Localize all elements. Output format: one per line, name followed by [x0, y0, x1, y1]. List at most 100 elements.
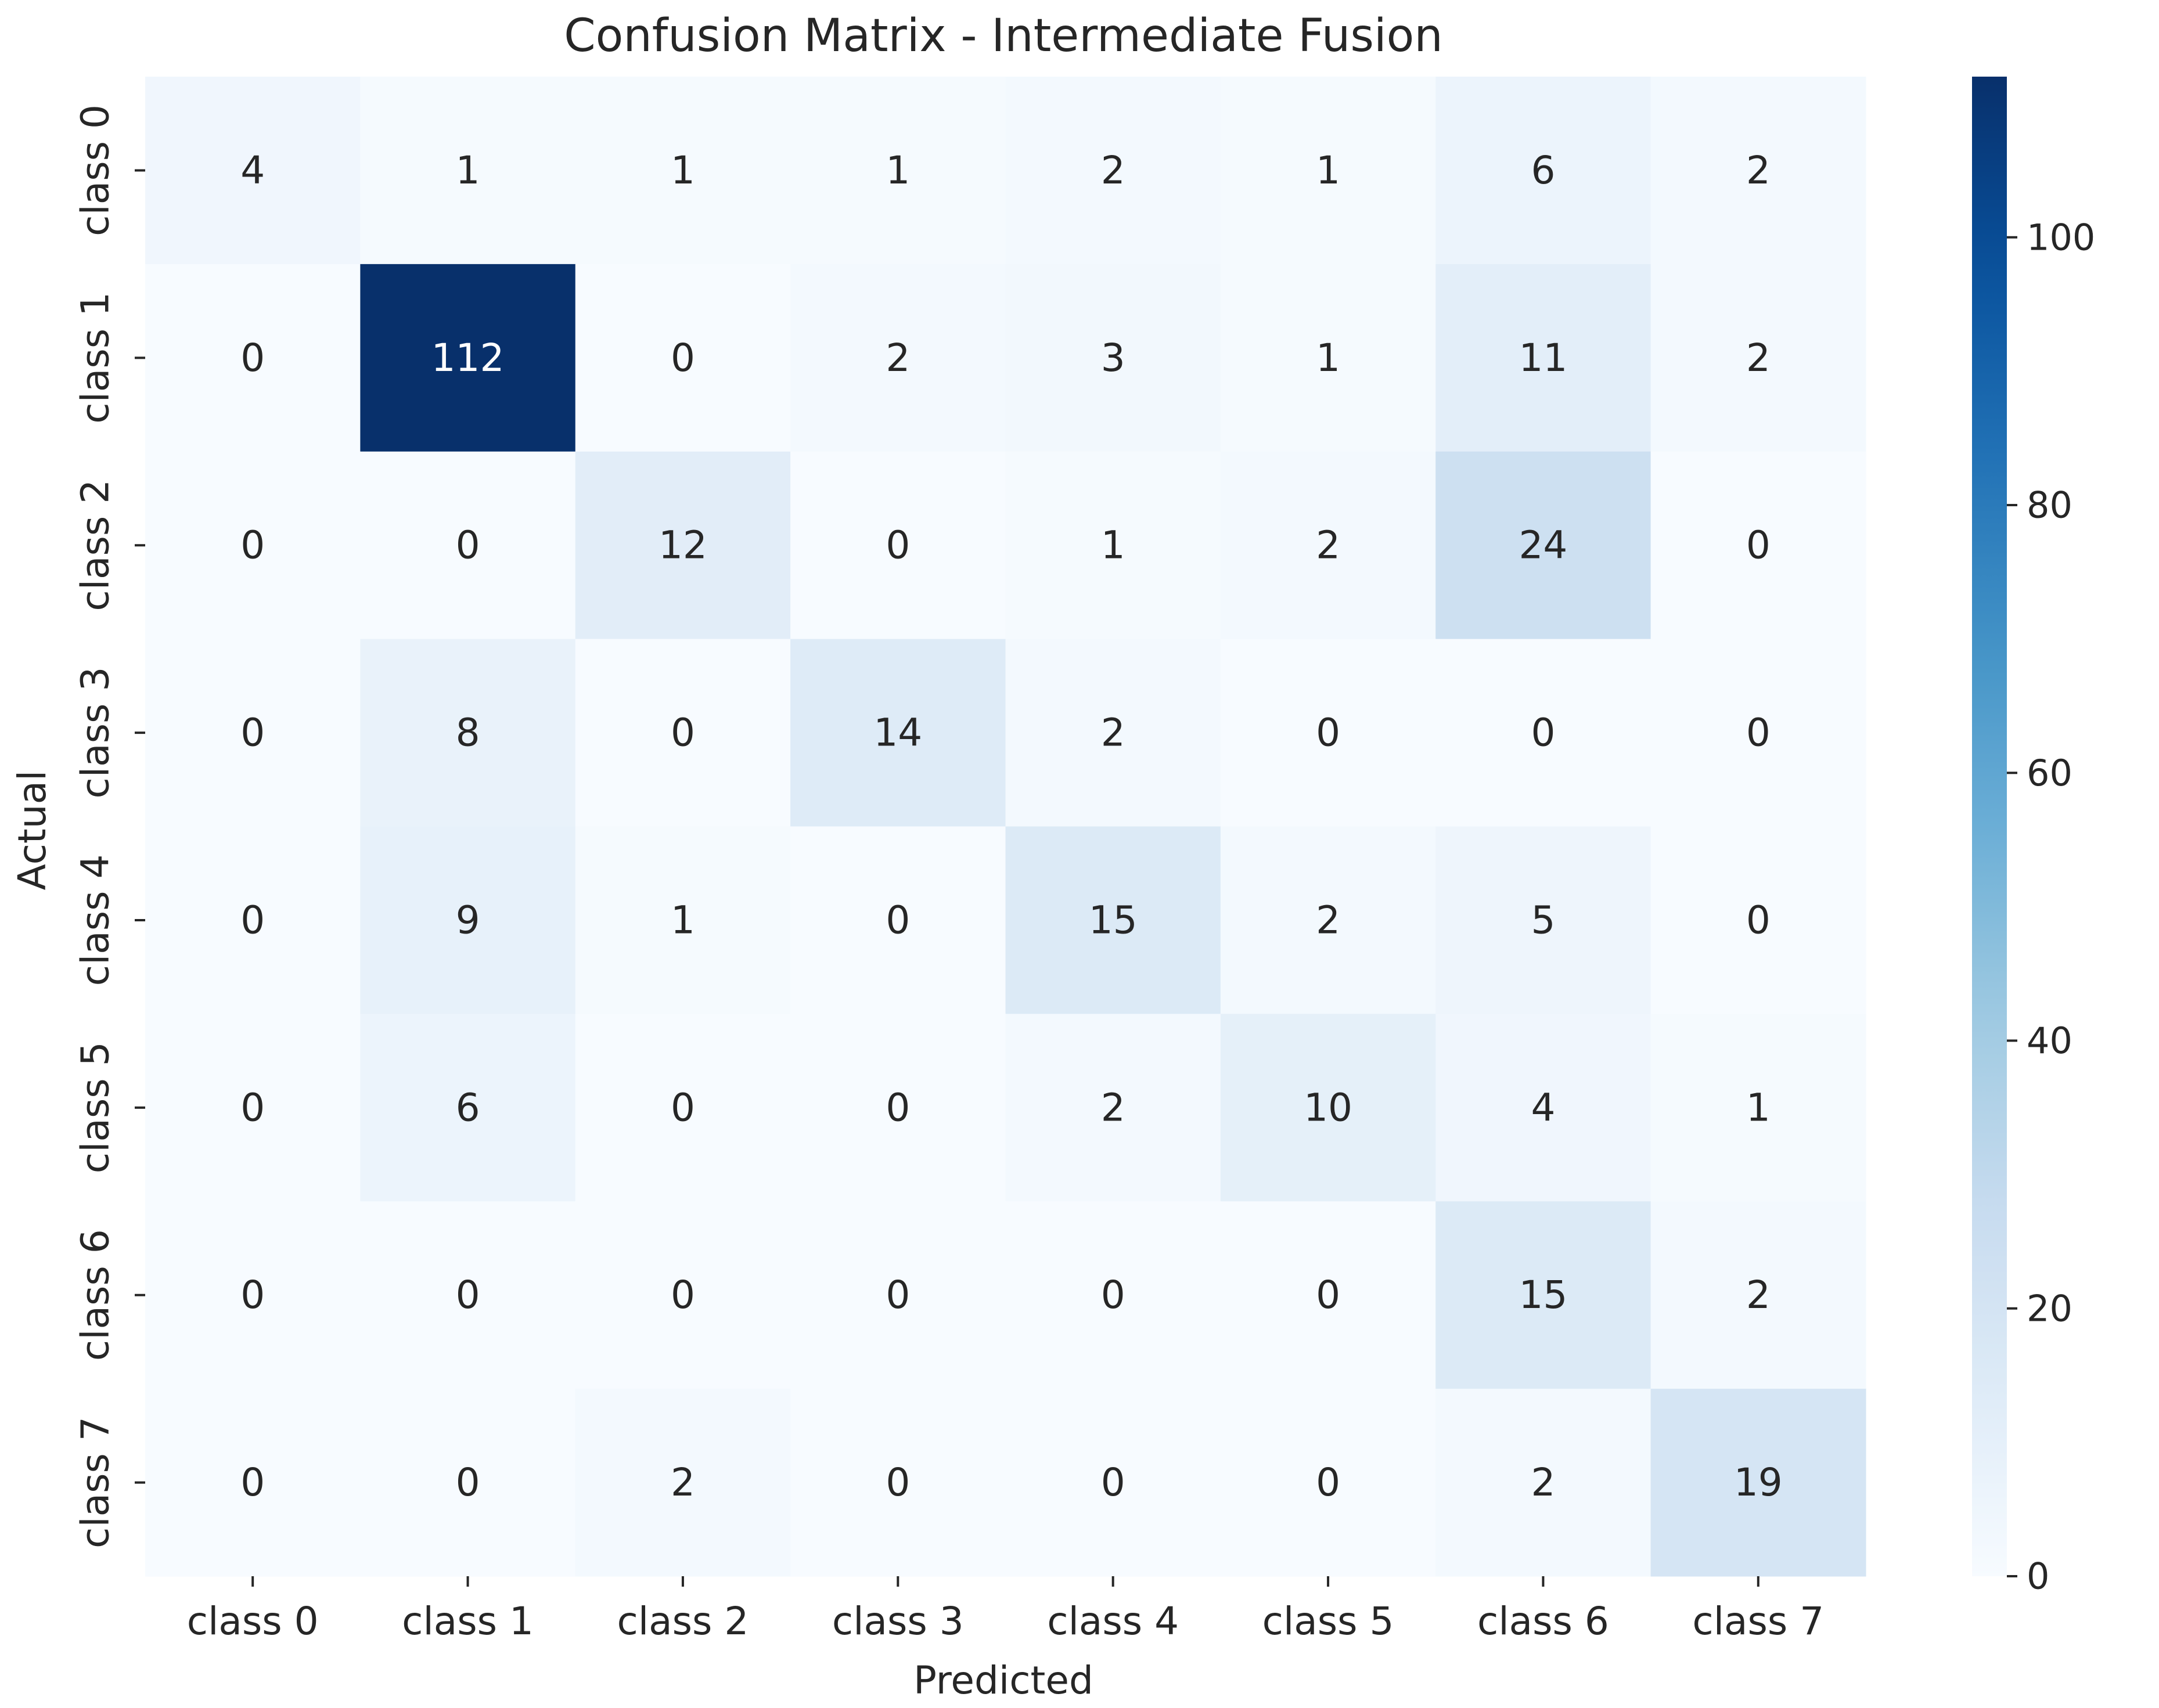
cell-value-label: 0	[456, 1460, 480, 1505]
heatmap-cell	[1650, 77, 1866, 265]
heatmap-cell	[360, 639, 576, 827]
cell-value-label: 0	[240, 1085, 265, 1130]
cell-value-label: 4	[1531, 1085, 1555, 1130]
cell-value-label: 0	[1316, 1273, 1340, 1317]
x-tick-label: class 0	[187, 1599, 319, 1644]
cell-value-label: 0	[886, 1273, 910, 1317]
cell-value-label: 0	[240, 898, 265, 942]
heatmap-cell	[1435, 1201, 1651, 1389]
heatmap-cell	[1435, 1389, 1651, 1577]
cell-value-label: 6	[456, 1085, 480, 1130]
cell-value-label: 24	[1519, 523, 1567, 568]
heatmap-cell	[790, 639, 1006, 827]
cell-value-label: 1	[1316, 336, 1340, 380]
heatmap-cell	[575, 1014, 791, 1202]
heatmap-cell	[790, 1201, 1006, 1389]
y-tick-label: class 7	[73, 1417, 118, 1548]
cell-value-label: 0	[1316, 711, 1340, 755]
colorbar-ticks: 0 20 40 60 80 100	[2007, 216, 2095, 1598]
heatmap-cell	[1220, 1201, 1436, 1389]
y-tick-label: class 1	[73, 292, 118, 424]
heatmap-cell	[1220, 77, 1436, 265]
cell-value-label: 1	[456, 148, 480, 193]
heatmap-cell	[360, 1201, 576, 1389]
cell-value-label: 15	[1519, 1273, 1567, 1317]
heatmap-cell	[360, 264, 576, 452]
cell-value-label: 0	[1531, 711, 1555, 755]
cell-value-label: 19	[1734, 1460, 1783, 1505]
heatmap-cell	[1005, 1014, 1221, 1202]
cell-value-label: 0	[886, 523, 910, 568]
heatmap-cell	[790, 1389, 1006, 1577]
cell-value-label: 3	[1101, 336, 1125, 380]
cell-value-label: 14	[873, 711, 922, 755]
cell-value-label: 2	[1316, 523, 1340, 568]
heatmap-cell	[575, 1201, 791, 1389]
cell-value-label: 0	[1101, 1460, 1125, 1505]
x-tick-label: class 4	[1047, 1599, 1179, 1644]
heatmap-cell	[575, 451, 791, 640]
chart-title: Confusion Matrix - Intermediate Fusion	[564, 10, 1443, 62]
heatmap-cell	[1435, 77, 1651, 265]
y-tick-label: class 5	[73, 1042, 118, 1173]
cell-value-label: 0	[1746, 898, 1771, 942]
cell-value-label: 0	[456, 1273, 480, 1317]
cell-value-label: 0	[886, 1085, 910, 1130]
cell-value-label: 1	[1101, 523, 1125, 568]
cell-value-label: 2	[671, 1460, 695, 1505]
heatmap-cell	[360, 1014, 576, 1202]
heatmap-cell	[575, 77, 791, 265]
cell-value-label: 0	[671, 1085, 695, 1130]
cell-value-label: 1	[1316, 148, 1340, 193]
y-axis-label: Actual	[10, 770, 55, 891]
cell-value-label: 0	[240, 1460, 265, 1505]
heatmap-cell	[1220, 639, 1436, 827]
heatmap-cell	[1005, 826, 1221, 1014]
heatmap-cell	[1220, 826, 1436, 1014]
cell-value-label: 0	[886, 898, 910, 942]
cell-value-label: 2	[886, 336, 910, 380]
cell-value-label: 2	[1101, 148, 1125, 193]
cell-value-label: 1	[1746, 1085, 1771, 1130]
heatmap-cell	[1005, 77, 1221, 265]
x-tick-label: class 2	[617, 1599, 749, 1644]
x-tick-label: class 7	[1692, 1599, 1824, 1644]
heatmap-cell	[575, 826, 791, 1014]
heatmap-cell	[1650, 826, 1866, 1014]
heatmap-cell	[575, 639, 791, 827]
cell-value-label: 1	[671, 898, 695, 942]
colorbar	[1972, 77, 2007, 1576]
heatmap-cell	[145, 1201, 361, 1389]
heatmap-cell	[1435, 1014, 1651, 1202]
cell-value-label: 10	[1304, 1085, 1352, 1130]
cell-value-label: 8	[456, 711, 480, 755]
heatmap-cell	[575, 1389, 791, 1577]
cell-value-label: 2	[1746, 1273, 1771, 1317]
cell-value-label: 0	[1316, 1460, 1340, 1505]
cell-value-label: 1	[671, 148, 695, 193]
cell-value-label: 0	[240, 1273, 265, 1317]
cell-value-label: 0	[671, 336, 695, 380]
colorbar-tick-label: 0	[2027, 1555, 2049, 1598]
heatmap-cell	[790, 264, 1006, 452]
heatmap-cell	[145, 826, 361, 1014]
cell-value-label: 1	[886, 148, 910, 193]
heatmap-cell	[1650, 639, 1866, 827]
y-tick-label: class 6	[73, 1229, 118, 1361]
x-axis-ticks: class 0 class 1 class 2 class 3 class 4 class…	[187, 1576, 1824, 1644]
y-tick-label: class 2	[73, 480, 118, 611]
heatmap-cell	[1435, 826, 1651, 1014]
heatmap-cell	[1435, 451, 1651, 640]
cell-value-label: 0	[456, 523, 480, 568]
cell-value-label: 6	[1531, 148, 1555, 193]
heatmap-cell	[145, 1389, 361, 1577]
heatmap-cell	[790, 1014, 1006, 1202]
cell-value-label: 0	[1746, 523, 1771, 568]
cell-value-label: 0	[671, 1273, 695, 1317]
heatmap-cell	[1220, 264, 1436, 452]
cell-value-label: 15	[1089, 898, 1138, 942]
colorbar-tick-label: 80	[2027, 484, 2072, 527]
heatmap-cell	[145, 451, 361, 640]
cell-value-label: 0	[240, 711, 265, 755]
